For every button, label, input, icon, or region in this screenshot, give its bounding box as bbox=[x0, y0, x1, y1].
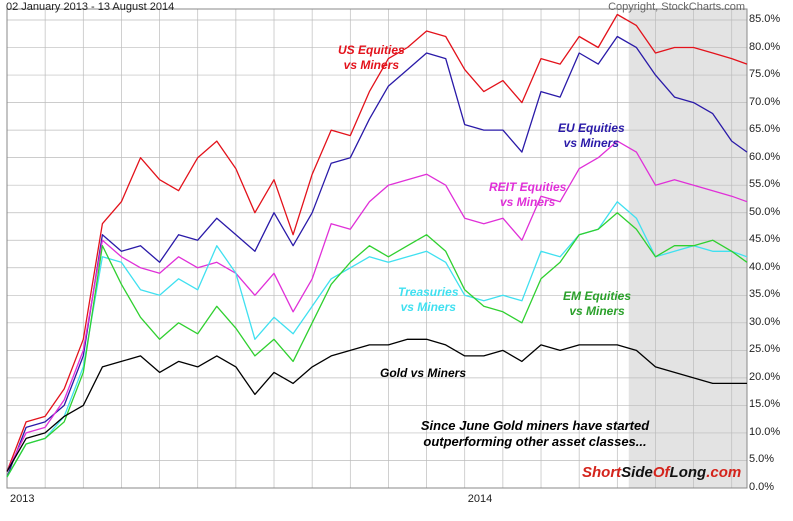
series-label-em: EM Equities vs Miners bbox=[563, 289, 631, 319]
annotation: Since June Gold miners have started outp… bbox=[400, 418, 670, 450]
series-label-treasuries: Treasuries vs Miners bbox=[398, 285, 459, 315]
y-tick-label: 80.0% bbox=[749, 40, 781, 53]
y-tick-label: 40.0% bbox=[749, 260, 781, 273]
series-label-line-2: vs Miners bbox=[499, 195, 556, 209]
y-tick-label: 0.0% bbox=[749, 481, 775, 493]
y-tick-label: 60.0% bbox=[749, 150, 781, 163]
y-tick-label: 85.0% bbox=[749, 13, 781, 25]
series-line-gold bbox=[6, 338, 747, 472]
brand-part-1: Short bbox=[582, 464, 622, 481]
series-label-line-2: vs Miners bbox=[343, 58, 400, 72]
brand-part-4: Long bbox=[669, 464, 707, 481]
y-tick-label: 50.0% bbox=[749, 205, 781, 218]
series-label-gold: Gold vs Miners bbox=[380, 366, 466, 381]
y-tick-label: 10.0% bbox=[749, 425, 781, 438]
series-label-line-1: REIT Equities bbox=[489, 180, 567, 194]
copyright: Copyright, StockCharts.com bbox=[608, 1, 745, 13]
y-tick-label: 15.0% bbox=[749, 398, 781, 411]
y-tick-label: 65.0% bbox=[749, 123, 781, 136]
y-tick-label: 20.0% bbox=[749, 370, 781, 383]
series-line-us bbox=[6, 13, 748, 472]
series-label-line-1: EU Equities bbox=[558, 121, 625, 135]
series-label-line-2: vs Miners bbox=[569, 304, 625, 318]
shaded-region bbox=[628, 9, 747, 488]
series-label-line-2: vs Miners bbox=[563, 136, 620, 150]
y-tick-label: 55.0% bbox=[749, 178, 781, 191]
x-tick-label: 2014 bbox=[467, 493, 493, 505]
x-tick-label: 2013 bbox=[10, 493, 35, 505]
series-line-treasuries bbox=[6, 201, 748, 478]
y-tick-label: 25.0% bbox=[749, 343, 781, 356]
series-layer bbox=[6, 13, 748, 478]
annotation-line-2: outperforming other asset classes... bbox=[423, 434, 647, 449]
date-range: 02 January 2013 - 13 August 2014 bbox=[6, 1, 175, 13]
y-tick-label: 70.0% bbox=[749, 95, 781, 108]
brand-logo: ShortSideOfLong.com bbox=[582, 464, 741, 481]
series-label-line-1: US Equities bbox=[338, 43, 405, 57]
series-label-us: US Equities vs Miners bbox=[338, 43, 405, 73]
y-tick-label: 75.0% bbox=[749, 68, 781, 81]
brand-part-5: .com bbox=[706, 464, 742, 481]
series-label-line-1: Gold vs Miners bbox=[380, 366, 467, 380]
series-label-line-1: EM Equities bbox=[563, 289, 632, 303]
series-line-reit bbox=[6, 140, 748, 472]
series-line-em bbox=[6, 212, 748, 478]
brand-part-3: Of bbox=[652, 464, 670, 481]
plot-frame bbox=[6, 8, 748, 489]
annotation-line-1: Since June Gold miners have started bbox=[420, 418, 650, 433]
series-line-eu bbox=[6, 35, 748, 478]
y-tick-label: 35.0% bbox=[749, 288, 781, 301]
y-tick-label: 45.0% bbox=[749, 233, 781, 246]
series-label-line-2: vs Miners bbox=[400, 300, 456, 314]
brand-part-2: Side bbox=[621, 464, 653, 481]
y-tick-label: 5.0% bbox=[749, 453, 775, 466]
series-label-eu: EU Equities vs Miners bbox=[558, 121, 625, 151]
y-tick-label: 30.0% bbox=[749, 315, 781, 328]
series-label-reit: REIT Equities vs Miners bbox=[489, 180, 566, 210]
gridlines bbox=[6, 9, 747, 489]
series-label-line-1: Treasuries bbox=[398, 285, 459, 299]
